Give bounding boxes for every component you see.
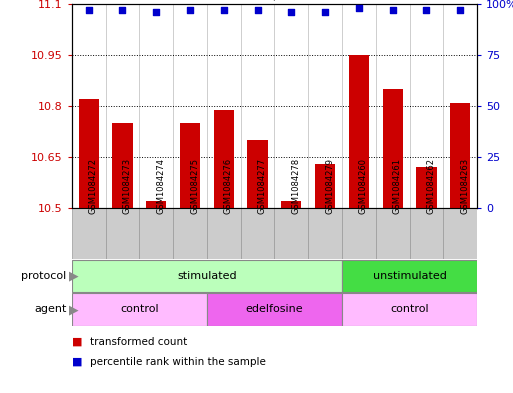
Point [388,7,397,13]
Bar [180,123,200,208]
Bar [383,89,403,208]
Text: GSM1084274: GSM1084274 [156,158,165,215]
Point [119,7,127,13]
FancyBboxPatch shape [342,294,477,325]
FancyBboxPatch shape [72,294,207,325]
Bar [450,103,470,208]
Point [456,7,464,13]
Text: GSM1084278: GSM1084278 [291,158,300,215]
FancyBboxPatch shape [308,208,342,259]
Text: ▶: ▶ [69,303,79,316]
Text: control: control [120,305,159,314]
Text: GSM1084276: GSM1084276 [224,158,233,215]
FancyBboxPatch shape [376,208,409,259]
Text: GSM1084263: GSM1084263 [460,158,469,215]
Bar [281,202,302,208]
FancyBboxPatch shape [72,260,342,292]
FancyBboxPatch shape [173,208,207,259]
Point [287,9,295,15]
Text: unstimulated: unstimulated [372,271,446,281]
Text: GSM1084262: GSM1084262 [426,158,436,215]
FancyBboxPatch shape [207,294,342,325]
FancyBboxPatch shape [342,260,477,292]
Text: ■: ■ [72,337,82,347]
Point [85,7,93,13]
FancyBboxPatch shape [241,208,274,259]
FancyBboxPatch shape [443,208,477,259]
Text: transformed count: transformed count [90,337,187,347]
Point [422,7,430,13]
Bar [112,123,132,208]
Point [220,7,228,13]
Point [152,9,161,15]
Point [355,5,363,11]
Bar [315,164,336,208]
Text: GSM1084277: GSM1084277 [258,158,267,215]
Text: percentile rank within the sample: percentile rank within the sample [90,356,266,367]
FancyBboxPatch shape [342,208,376,259]
FancyBboxPatch shape [409,208,443,259]
FancyBboxPatch shape [140,208,173,259]
Bar [214,110,234,208]
Text: ■: ■ [72,356,82,367]
Text: control: control [390,305,429,314]
Point [253,7,262,13]
FancyBboxPatch shape [274,208,308,259]
Text: GSM1084272: GSM1084272 [89,158,97,215]
Bar [146,202,166,208]
Bar [78,99,99,208]
Text: stimulated: stimulated [177,271,236,281]
Point [321,9,329,15]
FancyBboxPatch shape [106,208,140,259]
Text: edelfosine: edelfosine [246,305,303,314]
FancyBboxPatch shape [72,208,106,259]
Text: protocol: protocol [22,271,67,281]
Text: ▶: ▶ [69,270,79,283]
Bar [247,140,268,208]
Text: GSM1084275: GSM1084275 [190,158,199,215]
Text: GSM1084260: GSM1084260 [359,158,368,215]
Text: GSM1084261: GSM1084261 [392,158,402,215]
Bar [417,167,437,208]
Title: GDS5544 / 8134470: GDS5544 / 8134470 [207,0,342,1]
Point [186,7,194,13]
Text: GSM1084279: GSM1084279 [325,158,334,215]
Bar [349,55,369,208]
FancyBboxPatch shape [207,208,241,259]
Text: GSM1084273: GSM1084273 [123,158,131,215]
Text: agent: agent [34,305,67,314]
